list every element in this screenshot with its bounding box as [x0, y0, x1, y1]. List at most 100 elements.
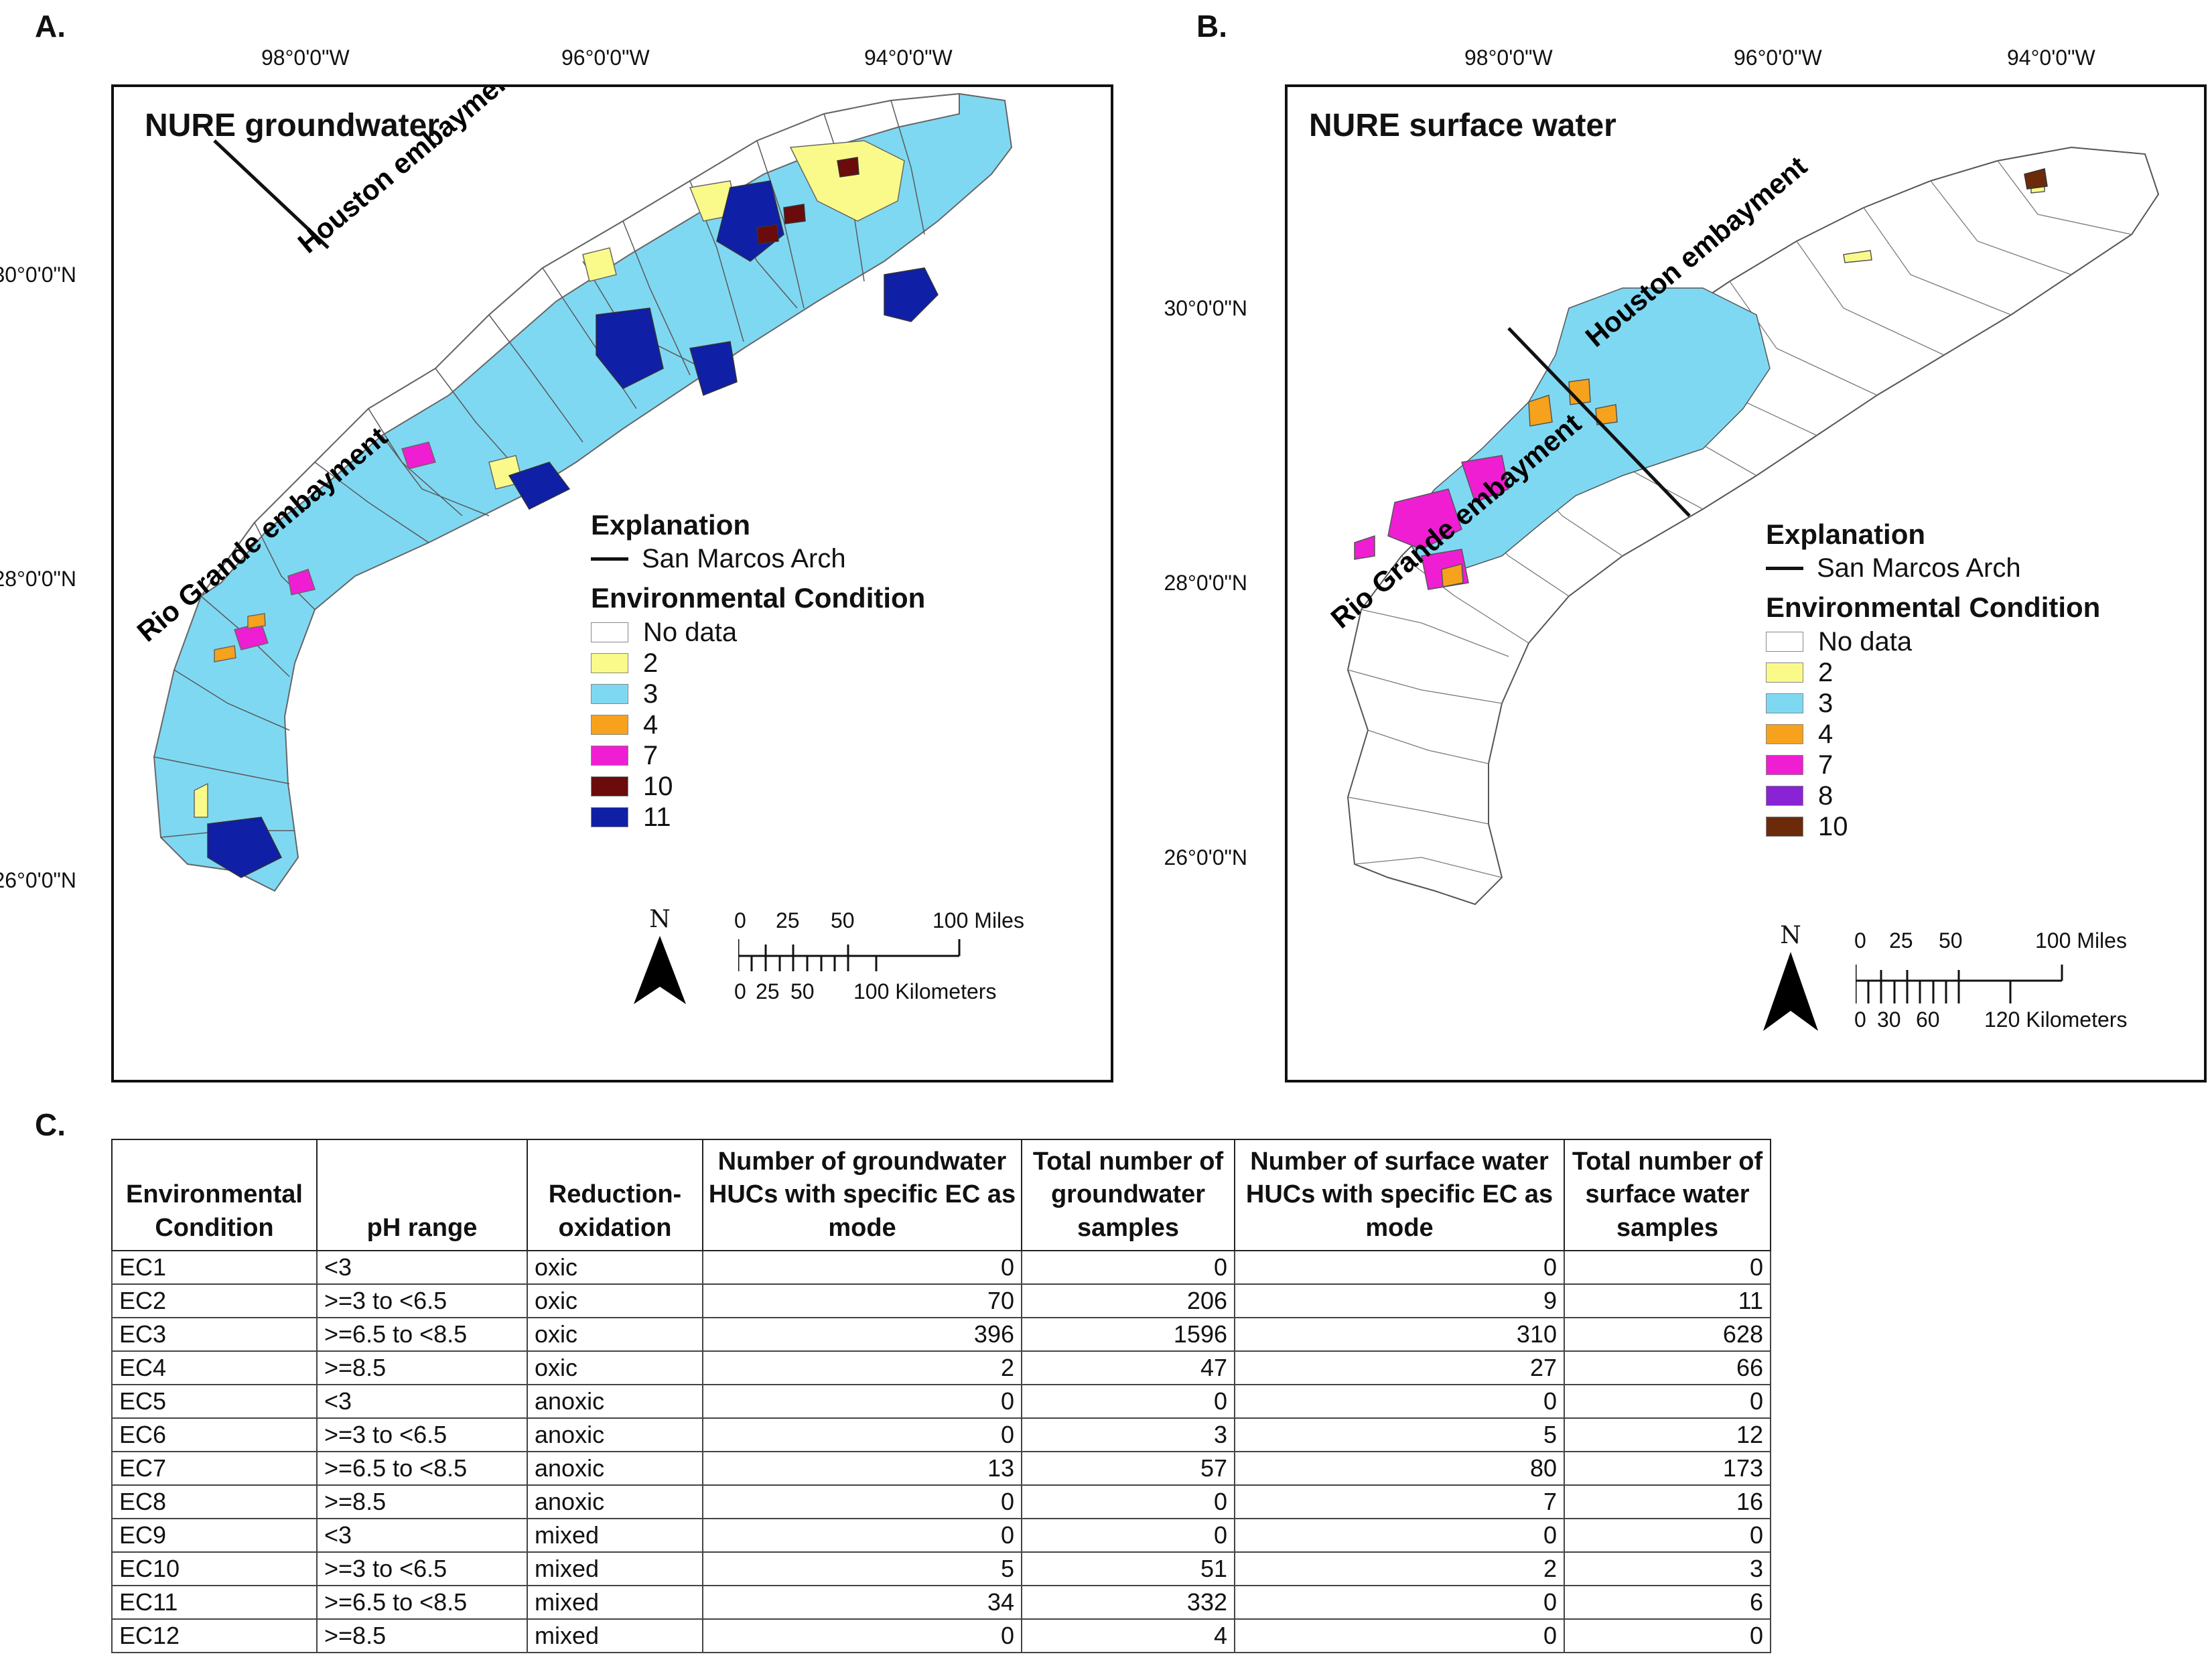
table-cell: 7 [1234, 1484, 1565, 1520]
panel-a-map: Houston embayment Rio Grande embayment [131, 87, 1013, 892]
table-cell: 0 [1234, 1618, 1565, 1654]
panel-b-scale-km-120: 120 Kilometers [1984, 1007, 2128, 1032]
panel-a-san-marcos-arch-line [213, 139, 330, 249]
table-cell: 51 [1021, 1551, 1235, 1587]
table-row: EC7 >=6.5 to <8.5 anoxic 13 57 80 173 [111, 1451, 1771, 1486]
table-header-gw-hucs: Number of groundwater HUCs with specific… [702, 1138, 1022, 1252]
panel-a-scale-mile-25: 25 [776, 908, 800, 932]
panel-b-legend: Explanation San Marcos Arch Environmenta… [1766, 518, 2100, 842]
panel-b-ec10-patch [2024, 168, 2048, 190]
panel-b-legend-item: 4 [1766, 719, 2100, 750]
table-cell: oxic [527, 1250, 703, 1285]
panel-a-scale-ruler [738, 939, 961, 971]
table-cell: EC2 [111, 1283, 318, 1319]
panel-b-map-frame: Houston embayment Rio Grande embayment N… [1285, 84, 2207, 1083]
table-cell: EC4 [111, 1350, 318, 1386]
panel-a-legend: Explanation San Marcos Arch Environmenta… [591, 509, 925, 833]
panel-a-scale-km-25: 25 [756, 979, 780, 1003]
table-cell: 628 [1564, 1317, 1771, 1352]
table-cell: oxic [527, 1283, 703, 1319]
panel-b-scale-ruler [1856, 965, 2063, 1003]
table-cell: anoxic [527, 1451, 703, 1486]
table-row: EC2 >=3 to <6.5 oxic 70 206 9 11 [111, 1283, 1771, 1319]
table-cell: 310 [1234, 1317, 1565, 1352]
table-cell: >=3 to <6.5 [316, 1283, 528, 1319]
table-row: EC10 >=3 to <6.5 mixed 5 51 2 3 [111, 1551, 1771, 1587]
panel-b-legend-label: No data [1818, 626, 1913, 656]
panel-b-legend-item: 2 [1766, 657, 2100, 688]
table-cell: >=6.5 to <8.5 [316, 1585, 528, 1620]
table-cell: 9 [1234, 1283, 1565, 1319]
table-header-ec: Environmental Condition [111, 1138, 318, 1252]
table-cell: >=6.5 to <8.5 [316, 1451, 528, 1486]
panel-a-legend-label: 7 [643, 740, 659, 770]
panel-a-scale-mile-50: 50 [831, 908, 855, 932]
panel-a-scale-km-50: 50 [790, 979, 815, 1003]
panel-b-legend-swatch [1766, 724, 1803, 744]
panel-a-legend-label: 11 [643, 802, 671, 832]
panel-a-lat-label-28n: 28°0'0"N [0, 567, 76, 591]
table-cell: 0 [1021, 1518, 1235, 1553]
panel-b-scalebar: 0 25 50 100 Miles 0 30 60 120 Kilometers [1854, 928, 2189, 1032]
table-header-sw-hucs: Number of surface water HUCs with specif… [1234, 1138, 1565, 1252]
table-cell: 0 [1234, 1585, 1565, 1620]
table-cell: EC7 [111, 1451, 318, 1486]
panel-b-lon-label-96w: 96°0'0"W [1734, 46, 1822, 70]
table-cell: >=8.5 [316, 1618, 528, 1654]
table-cell: EC6 [111, 1417, 318, 1453]
table-cell: 332 [1021, 1585, 1235, 1620]
panel-b-lat-label-30n: 30°0'0"N [1164, 296, 1247, 320]
table-cell: >=8.5 [316, 1484, 528, 1520]
panel-c-letter: C. [35, 1107, 66, 1142]
table-cell: 0 [1021, 1484, 1235, 1520]
panel-b-legend-item: 8 [1766, 780, 2100, 811]
panel-b-legend-label: 3 [1818, 688, 1834, 718]
table-cell: 0 [702, 1518, 1022, 1553]
panel-a-legend-item: 2 [591, 648, 925, 679]
panel-a-scale-km-0: 0 [734, 979, 746, 1003]
table-cell: 57 [1021, 1451, 1235, 1486]
panel-b-scale-km-0: 0 [1854, 1007, 1866, 1032]
table-header-sw-samples: Total number of surface water samples [1564, 1138, 1771, 1252]
table-cell: 0 [702, 1384, 1022, 1419]
table-cell: 3 [1021, 1417, 1235, 1453]
table-row: EC3 >=6.5 to <8.5 oxic 396 1596 310 628 [111, 1317, 1771, 1352]
panel-a-legend-swatch [591, 807, 628, 827]
panel-b-legend-label: 4 [1818, 719, 1834, 749]
table-cell: mixed [527, 1585, 703, 1620]
panel-b-legend-swatch [1766, 662, 1803, 683]
table-cell: <3 [316, 1384, 528, 1419]
panel-b-north-letter: N [1780, 922, 1801, 949]
table-cell: 0 [1021, 1250, 1235, 1285]
table-cell: 70 [702, 1283, 1022, 1319]
panel-a-lon-label-96w: 96°0'0"W [561, 46, 650, 70]
table-cell: 47 [1021, 1350, 1235, 1386]
north-arrow-icon [634, 936, 686, 1004]
table-cell: 2 [702, 1350, 1022, 1386]
panel-b-legend-swatch [1766, 693, 1803, 713]
panel-a-map-frame: Houston embayment Rio Grande embayment N… [111, 84, 1113, 1083]
panel-b-scale-km-60: 60 [1916, 1007, 1940, 1032]
panel-a-legend-arch-label: San Marcos Arch [642, 544, 846, 573]
table-header-ph: pH range [316, 1138, 528, 1252]
panel-a-title: NURE groundwater [145, 108, 440, 143]
table-cell: EC10 [111, 1551, 318, 1587]
panel-b-legend-swatch [1766, 755, 1803, 775]
table-cell: >=3 to <6.5 [316, 1417, 528, 1453]
table-cell: 11 [1564, 1283, 1771, 1319]
panel-b-legend-arch-swatch [1766, 567, 1803, 570]
panel-b-scale-mile-50: 50 [1939, 928, 1963, 953]
panel-a-legend-item: 11 [591, 802, 925, 833]
table-cell: 16 [1564, 1484, 1771, 1520]
panel-a-legend-swatch [591, 622, 628, 642]
table-row: EC11 >=6.5 to <8.5 mixed 34 332 0 6 [111, 1585, 1771, 1620]
panel-a-letter: A. [35, 9, 66, 44]
panel-b-scale-km-30: 30 [1877, 1007, 1901, 1032]
table-cell: oxic [527, 1350, 703, 1386]
panel-a-north-letter: N [649, 906, 671, 933]
panel-b-letter: B. [1196, 9, 1227, 44]
panel-a-legend-items: No data 2 3 4 7 10 11 [591, 617, 925, 833]
panel-b-legend-label: 7 [1818, 750, 1834, 780]
table-cell: 0 [1564, 1518, 1771, 1553]
north-arrow-icon [1763, 952, 1818, 1031]
